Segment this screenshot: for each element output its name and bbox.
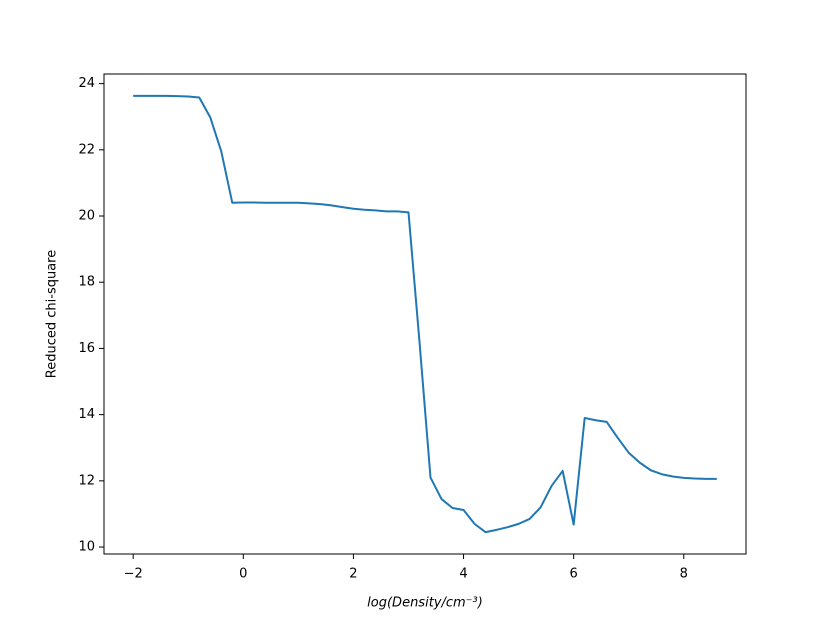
x-tick-label: 0	[239, 567, 247, 582]
y-tick-label: 18	[78, 275, 95, 290]
x-tick-label: −2	[124, 567, 143, 582]
y-tick-label: 24	[78, 76, 95, 91]
x-tick-label: 4	[459, 567, 467, 582]
y-tick-label: 20	[78, 209, 95, 224]
x-tick-label: 2	[349, 567, 357, 582]
y-tick-label: 14	[78, 407, 95, 422]
x-tick-label: 6	[570, 567, 578, 582]
y-tick-label: 10	[78, 540, 95, 555]
x-axis-label: log(Density/cm⁻³)	[367, 596, 483, 611]
y-tick-label: 12	[78, 473, 95, 488]
y-tick-label: 16	[78, 341, 95, 356]
x-tick-label: 8	[680, 567, 688, 582]
data-line	[133, 94, 717, 534]
y-axis-label: Reduced chi-square	[45, 250, 60, 378]
y-tick-label: 22	[78, 142, 95, 157]
axes-frame	[103, 73, 747, 555]
